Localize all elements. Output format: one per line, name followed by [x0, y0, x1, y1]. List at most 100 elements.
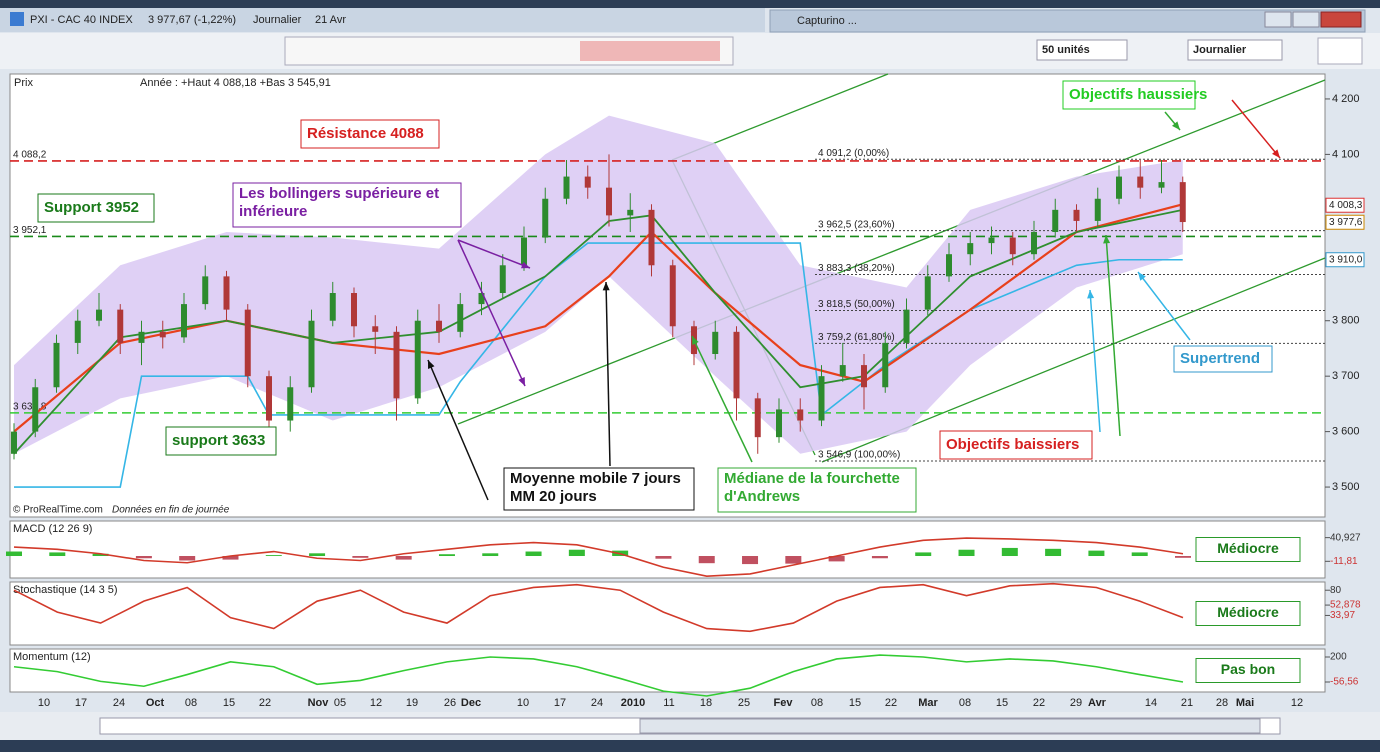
macd-bar	[1175, 556, 1191, 558]
verdict: Médiocre	[1217, 540, 1279, 556]
candle-body	[1179, 182, 1186, 223]
annotation-text: Résistance 4088	[307, 125, 424, 142]
x-tick-label: Avr	[1088, 697, 1107, 709]
macd-bar	[6, 551, 22, 557]
annotation-box	[300, 119, 440, 149]
color-palette[interactable]	[580, 41, 720, 61]
fib-label: 3 818,5 (50,00%)	[818, 299, 895, 310]
interval-select[interactable]	[1187, 39, 1283, 61]
x-tick-label: 15	[849, 697, 861, 709]
candle-body	[1031, 232, 1037, 255]
candle-body	[1094, 198, 1101, 221]
other-window[interactable]	[769, 9, 1366, 33]
axis-tag: 200	[1330, 652, 1347, 663]
x-tick-label: 15	[996, 697, 1008, 709]
scroll-thumb[interactable]	[639, 718, 1261, 734]
maximize-button[interactable]	[1292, 11, 1320, 28]
candle-body	[542, 198, 549, 238]
verdict-box	[1195, 658, 1301, 683]
candle-body	[627, 209, 634, 216]
candle-body	[776, 409, 782, 438]
macd-bar	[1001, 547, 1018, 557]
x-tick-label: 08	[185, 697, 197, 709]
x-tick-label: 24	[113, 697, 125, 709]
x-tick-label: 22	[885, 697, 897, 709]
fib-label: 3 546,9 (100,00%)	[818, 450, 900, 461]
stochastic-name: Stochastique (14 3 5)	[13, 584, 118, 596]
axis-tag: 40,927	[1330, 532, 1361, 543]
annotation-text: Support 3952	[44, 199, 139, 216]
x-tick-label: 19	[406, 697, 418, 709]
macd-bar	[482, 553, 499, 557]
x-tick-label: 29	[1070, 697, 1082, 709]
price-tag	[1325, 214, 1365, 230]
units-value: 50 unités	[1042, 44, 1090, 56]
other-window-title: Capturino ...	[797, 15, 857, 27]
candle-body	[584, 176, 591, 188]
candle-body	[457, 304, 464, 332]
candle-body	[563, 176, 570, 199]
annotation-text: Objectifs baissiers	[946, 436, 1079, 453]
x-tick-label: 24	[591, 697, 603, 709]
arrow-head	[1103, 235, 1111, 244]
close-button[interactable]	[1320, 11, 1362, 28]
axis-tag: 80	[1330, 585, 1342, 596]
candle-body	[521, 237, 527, 266]
candle-body	[393, 331, 400, 399]
x-tick-label: 25	[738, 697, 750, 709]
chart-type-button[interactable]	[1317, 37, 1363, 65]
footer-source: © ProRealTime.com	[13, 505, 103, 516]
macd-bar	[135, 556, 152, 559]
candle-body	[1009, 237, 1016, 255]
candle-body	[797, 409, 804, 421]
x-tick-label: Dec	[461, 697, 481, 709]
drawing-tools[interactable]	[284, 36, 734, 66]
annotation-arrow	[605, 281, 611, 467]
candle-body	[32, 387, 39, 432]
level-label: 4 088,2	[13, 150, 47, 161]
arrow-head	[1138, 272, 1146, 281]
candle-body	[74, 320, 81, 343]
candle-body	[903, 309, 910, 343]
units-select[interactable]	[1036, 39, 1128, 61]
macd-bar	[92, 553, 109, 557]
y-tick-label: 3 700	[1332, 370, 1360, 382]
app-icon	[10, 12, 24, 26]
candle-body	[244, 309, 251, 377]
window-title: PXI - CAC 40 INDEX	[30, 14, 133, 26]
arrow-head	[1272, 149, 1280, 158]
x-tick-label: 17	[75, 697, 87, 709]
x-tick-label: 17	[554, 697, 566, 709]
macd-bar	[958, 549, 975, 557]
candle-body	[1073, 209, 1080, 221]
verdict: Pas bon	[1221, 661, 1275, 677]
axis-tag: -56,56	[1330, 677, 1359, 688]
x-tick-label: 15	[223, 697, 235, 709]
candle-body	[669, 265, 676, 327]
x-tick-label: 26	[444, 697, 456, 709]
candle-body	[499, 265, 506, 294]
macd-bar	[655, 556, 672, 559]
x-tick-label: 08	[959, 697, 971, 709]
candle-body	[53, 342, 60, 388]
price-tag	[1325, 197, 1365, 213]
annotation-text: Supertrend	[1180, 350, 1260, 367]
verdict-box	[1195, 601, 1301, 626]
minimize-button[interactable]	[1264, 11, 1292, 28]
window-date: 21 Avr	[315, 14, 346, 26]
macd-name: MACD (12 26 9)	[13, 523, 92, 535]
candle-body	[266, 376, 272, 421]
macd-bar	[698, 556, 715, 564]
macd-bar	[742, 556, 759, 565]
candle-body	[946, 254, 952, 277]
annotation-text: MM 20 jours	[510, 488, 597, 505]
candle-body	[478, 293, 485, 305]
macd-panel	[9, 520, 1326, 579]
arrow-head	[1172, 121, 1180, 130]
candle-body	[11, 431, 17, 454]
candle-body	[372, 326, 379, 332]
annotation-box	[717, 467, 917, 513]
arrow-head	[692, 336, 699, 345]
